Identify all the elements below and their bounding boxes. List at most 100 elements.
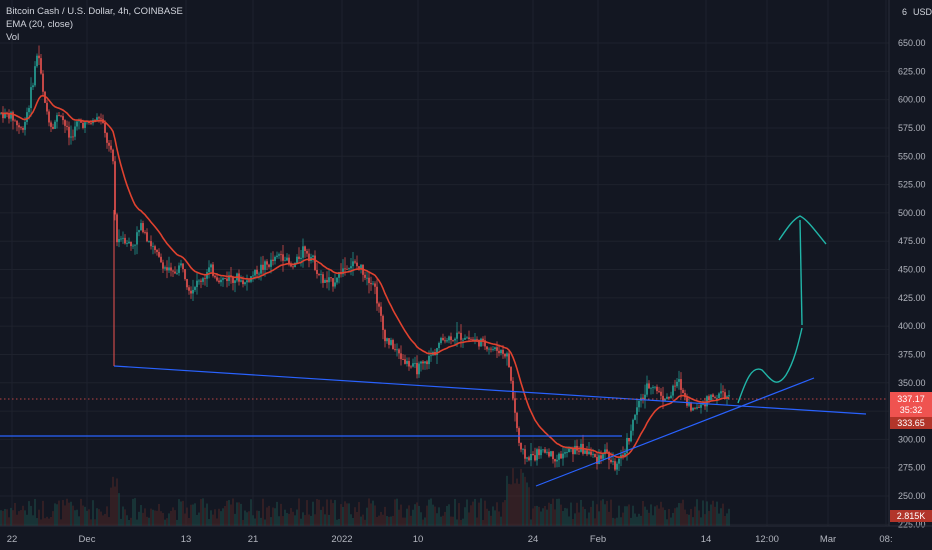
candle-body: [286, 257, 288, 261]
volume-bar: [282, 516, 284, 526]
grid-lines: [0, 0, 889, 526]
volume-bar: [622, 512, 624, 526]
candle-body: [566, 452, 568, 453]
volume-bar: [88, 509, 90, 526]
volume-bars: [0, 468, 730, 526]
volume-bar: [244, 510, 246, 526]
volume-bar: [30, 505, 32, 526]
trendline-drawings[interactable]: [0, 210, 867, 487]
volume-bar: [690, 508, 692, 526]
volume-bar: [142, 512, 144, 526]
projection-arrow-head[interactable]: [778, 215, 827, 245]
volume-bar: [152, 509, 154, 526]
volume-bar: [118, 493, 120, 526]
volume-bar: [194, 503, 196, 526]
candle-body: [242, 280, 244, 285]
candle-body: [462, 339, 464, 341]
volume-bar: [460, 519, 462, 526]
candle-body: [192, 289, 194, 294]
candle-body: [84, 122, 86, 128]
projection-path[interactable]: [737, 327, 803, 404]
volume-bar: [486, 508, 488, 526]
volume-bar: [390, 516, 392, 526]
ascending-support-trendline[interactable]: [535, 377, 815, 487]
candle-body: [416, 363, 418, 375]
volume-bar: [74, 510, 76, 526]
candle-body: [234, 280, 236, 283]
volume-bar: [710, 504, 712, 526]
volume-bar: [20, 510, 22, 526]
volume-bar: [494, 510, 496, 526]
volume-bar: [248, 511, 250, 526]
candle-body: [572, 448, 574, 455]
volume-bar: [408, 505, 410, 526]
candle-body: [304, 246, 306, 251]
volume-bar: [506, 475, 508, 526]
time-tick-label: 08:: [879, 534, 892, 545]
projection-up-line[interactable]: [799, 219, 803, 326]
volume-bar: [720, 508, 722, 526]
volume-bar: [724, 515, 726, 526]
candle-body: [294, 262, 296, 268]
volume-bar: [106, 506, 108, 526]
candle-body: [346, 268, 348, 270]
candle-body: [336, 277, 338, 283]
candle-body: [702, 404, 704, 406]
price-axis[interactable]: USD 6: [888, 0, 932, 526]
candle-body: [612, 461, 614, 463]
volume-bar: [630, 517, 632, 526]
volume-bar: [576, 502, 578, 526]
candle-body: [332, 278, 334, 287]
volume-bar: [626, 506, 628, 526]
ema-indicator-label[interactable]: EMA (20, close): [6, 19, 74, 30]
volume-bar: [608, 511, 610, 526]
volume-bar: [318, 499, 320, 526]
volume-bar: [212, 514, 214, 526]
candle-body: [264, 261, 266, 270]
volume-bar: [114, 486, 116, 526]
candle-body: [644, 394, 646, 400]
volume-bar: [352, 517, 354, 526]
volume-bar: [640, 515, 642, 526]
time-tick-label: Mar: [820, 534, 836, 545]
volume-bar: [168, 513, 170, 526]
volume-bar: [680, 503, 682, 526]
volume-bar: [2, 510, 4, 526]
volume-bar: [40, 519, 42, 526]
volume-bar: [674, 508, 676, 526]
last-price-value: 337.17: [897, 394, 925, 404]
candle-body: [618, 458, 620, 464]
candle-body: [448, 336, 450, 341]
candle-body: [182, 263, 184, 270]
candle-body: [686, 397, 688, 406]
candle-body: [268, 264, 270, 267]
volume-bar: [204, 507, 206, 526]
volume-bar: [288, 513, 290, 526]
symbol-title[interactable]: Bitcoin Cash / U.S. Dollar, 4h, COINBASE: [6, 6, 183, 17]
volume-bar: [328, 514, 330, 526]
candle-body: [670, 395, 672, 399]
candle-body: [418, 363, 420, 375]
volume-bar: [76, 509, 78, 526]
candle-body: [516, 412, 518, 429]
candle-body: [138, 230, 140, 233]
price-tick-label: 400.00: [898, 321, 926, 331]
candle-body: [380, 306, 382, 316]
candle-body: [334, 282, 336, 287]
candle-body: [198, 280, 200, 282]
candle-body: [38, 55, 40, 59]
candle-body: [482, 338, 484, 341]
price-tick-label: 650.00: [898, 38, 926, 48]
volume-badge: 2.815K: [890, 510, 932, 522]
candle-body: [378, 303, 380, 307]
volume-bar: [584, 509, 586, 526]
candle-body: [244, 282, 246, 285]
volume-indicator-label[interactable]: Vol: [6, 32, 20, 43]
candle-body: [542, 449, 544, 451]
candle-body: [496, 347, 498, 351]
volume-bar: [104, 513, 106, 526]
candle-body: [32, 85, 34, 88]
candle-body: [62, 116, 64, 121]
candle-body: [634, 414, 636, 420]
